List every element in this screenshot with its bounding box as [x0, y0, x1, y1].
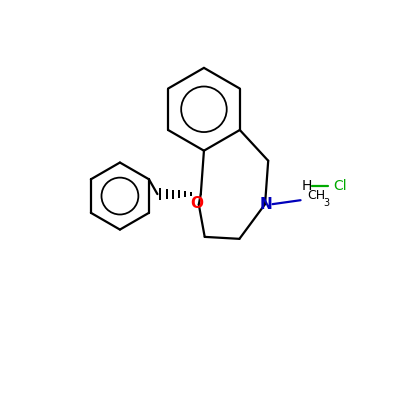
Text: O: O: [190, 196, 203, 211]
Text: N: N: [260, 197, 273, 212]
Text: 3: 3: [323, 198, 329, 208]
Text: CH: CH: [307, 189, 325, 202]
Text: H: H: [301, 179, 312, 193]
Text: Cl: Cl: [333, 179, 347, 193]
